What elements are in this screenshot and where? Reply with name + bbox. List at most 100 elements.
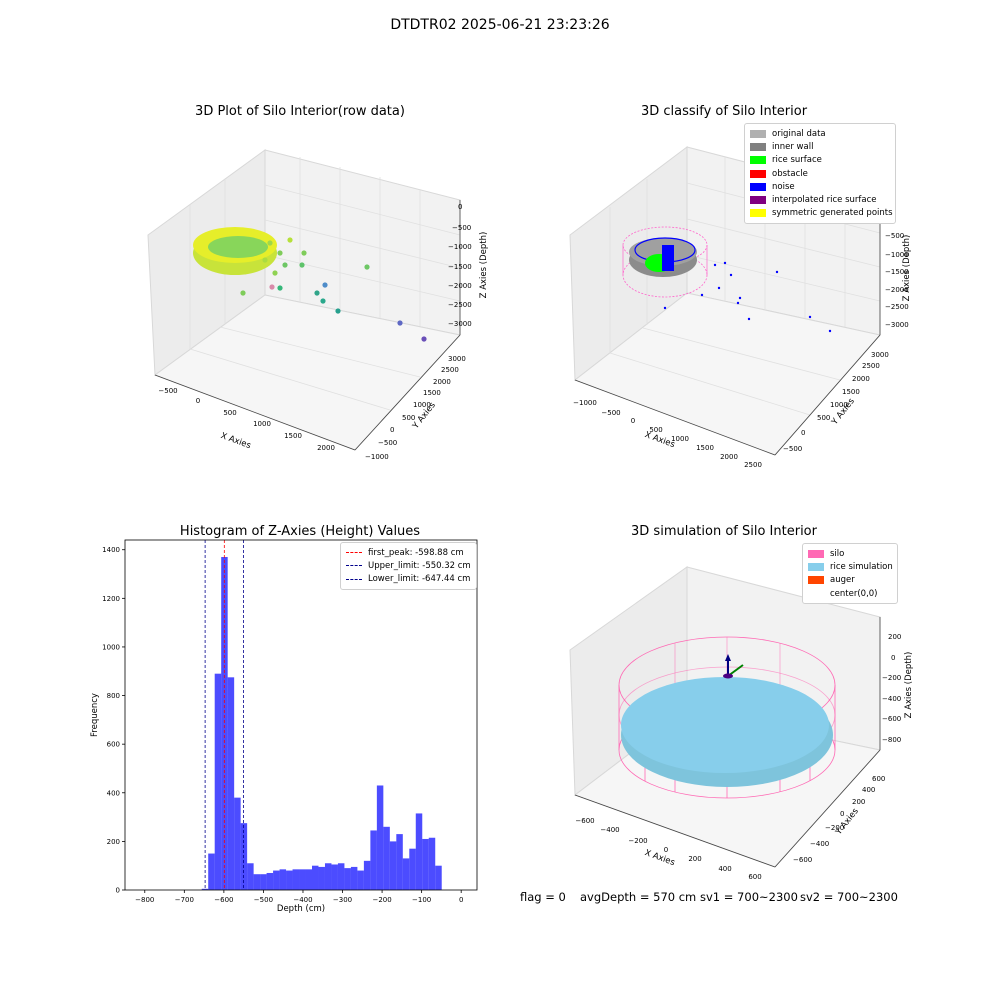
histogram-bar <box>299 869 306 890</box>
legend-label: original data <box>772 128 826 139</box>
raw-plot-title: 3D Plot of Silo Interior(row data) <box>195 104 405 119</box>
legend-item: Lower_limit: -647.44 cm <box>346 573 471 586</box>
status-flag: flag = 0 <box>520 890 566 904</box>
histogram-bar <box>247 863 254 890</box>
legend-swatch <box>750 142 766 151</box>
legend-swatch <box>808 589 824 598</box>
classify-tick-labels: −1000 −500 0 500 1000 1500 2000 2500 −50… <box>573 232 909 469</box>
histogram-xtick-label: −500 <box>254 896 273 904</box>
legend-swatch <box>750 156 766 165</box>
simulation-ztick: −800 <box>882 736 901 744</box>
legend-label: Upper_limit: -550.32 cm <box>368 560 471 571</box>
legend-swatch <box>750 169 766 178</box>
classify-xtick: 500 <box>649 426 662 434</box>
legend-line <box>346 578 362 580</box>
raw-axes-box <box>147 149 461 451</box>
raw-ztick: −3000 <box>448 320 472 328</box>
histogram-yticks: 0 200 400 600 800 1000 1200 1400 <box>102 546 125 895</box>
classify-ztick: −2000 <box>885 286 909 294</box>
histogram-chart: −800 −700 −600 −500 −400 −300 −200 −100 0 0 200 40… <box>90 539 478 914</box>
histogram-bar <box>214 673 222 890</box>
raw-3d-plot: −500 0 500 1000 1500 2000 −1000 −500 0 5… <box>147 149 489 461</box>
raw-ytick: 1000 <box>413 401 431 409</box>
histogram-bar <box>357 870 364 890</box>
histogram-bar <box>305 869 312 890</box>
histogram-bars <box>201 557 442 890</box>
simulation-xtick: 600 <box>748 873 761 881</box>
histogram-bar <box>221 557 228 890</box>
legend-label: silo <box>830 548 845 559</box>
histogram-bar <box>201 888 209 890</box>
simulation-ztick: −400 <box>882 695 901 703</box>
legend-swatch <box>750 209 766 218</box>
histogram-xtick-label: 0 <box>459 896 463 904</box>
histogram-title: Histogram of Z-Axies (Height) Values <box>179 524 421 539</box>
status-avg-depth: avgDepth = 570 cm <box>580 890 697 904</box>
histogram-bar <box>435 865 442 890</box>
legend-label: rice surface <box>772 155 822 166</box>
classify-ztick: −2500 <box>885 303 909 311</box>
simulation-ytick: 0 <box>840 810 844 818</box>
histogram-bar <box>428 837 436 890</box>
legend-item: interpolated rice surface <box>750 193 890 206</box>
histogram-bar <box>331 864 338 890</box>
classify-xtick: −1000 <box>573 399 597 407</box>
legend-item: center(0,0) <box>808 587 892 600</box>
histogram-xaxis-label: Depth (cm) <box>277 904 325 914</box>
raw-ztick: 0 <box>458 203 462 211</box>
histogram-bar <box>279 869 287 890</box>
histogram-bar <box>227 677 235 890</box>
histogram-xtick-label: −100 <box>412 896 431 904</box>
histogram-bar <box>402 858 410 890</box>
classify-ytick: 3000 <box>871 351 889 359</box>
histogram-frame <box>124 539 478 891</box>
rice-simulation-surface <box>621 677 833 787</box>
histogram-bar <box>318 866 325 890</box>
classify-ztick: −1000 <box>885 251 909 259</box>
classify-legend: original data inner wall rice surface ob… <box>744 123 896 225</box>
simulation-ztick: 200 <box>888 633 901 641</box>
histogram-xtick-label: −300 <box>333 896 352 904</box>
legend-swatch <box>750 182 766 191</box>
raw-ytick: 1500 <box>423 389 441 397</box>
classify-zaxis-label: Z Axies (Depth) <box>902 235 912 302</box>
histogram-vlines <box>204 540 244 890</box>
classify-xtick: −500 <box>601 409 620 417</box>
classify-ytick: 1000 <box>830 401 848 409</box>
legend-item: rice surface <box>750 154 890 167</box>
raw-zaxis-label: Z Axies (Depth) <box>479 232 489 299</box>
classify-ytick: 500 <box>817 414 830 422</box>
histogram-bar <box>376 785 384 890</box>
simulation-xtick: −200 <box>628 837 647 845</box>
simulation-3d-plot: −600 −400 −200 0 200 400 600 −600 −400 −… <box>569 566 914 881</box>
simulation-ytick: −400 <box>810 840 829 848</box>
simulation-zaxis-label: Z Axies (Depth) <box>904 652 914 719</box>
histogram-bar <box>389 841 397 890</box>
status-sv1: sv1 = 700~2300 <box>700 890 798 904</box>
legend-item: symmetric generated points <box>750 207 893 220</box>
legend-item: inner wall <box>750 140 890 153</box>
legend-label: first_peak: -598.88 cm <box>368 547 464 558</box>
simulation-ytick: 600 <box>872 775 885 783</box>
raw-ytick: 2000 <box>433 378 451 386</box>
histogram-xtick-label: −600 <box>214 896 233 904</box>
histogram-bar <box>208 853 215 890</box>
legend-swatch <box>750 129 766 138</box>
legend-swatch <box>808 549 824 558</box>
histogram-bar <box>396 834 403 890</box>
raw-ztick: −2500 <box>448 301 472 309</box>
raw-ytick: 0 <box>390 426 394 434</box>
histogram-legend: first_peak: -598.88 cm Upper_limit: -550… <box>340 542 477 590</box>
histogram-bar <box>260 874 267 890</box>
simulation-xaxis-label: X Axies <box>643 848 676 868</box>
histogram-bar <box>409 848 416 890</box>
simulation-xtick: 200 <box>688 855 701 863</box>
classify-xtick: 2500 <box>744 461 762 469</box>
histogram-xtick-label: −800 <box>135 896 154 904</box>
classify-ytick: −500 <box>783 445 802 453</box>
classify-xtick: 0 <box>631 417 635 425</box>
classify-ytick: 2000 <box>852 375 870 383</box>
classify-ztick: −500 <box>885 232 904 240</box>
histogram-bar <box>286 870 293 890</box>
histogram-ytick-label: 400 <box>107 789 120 797</box>
